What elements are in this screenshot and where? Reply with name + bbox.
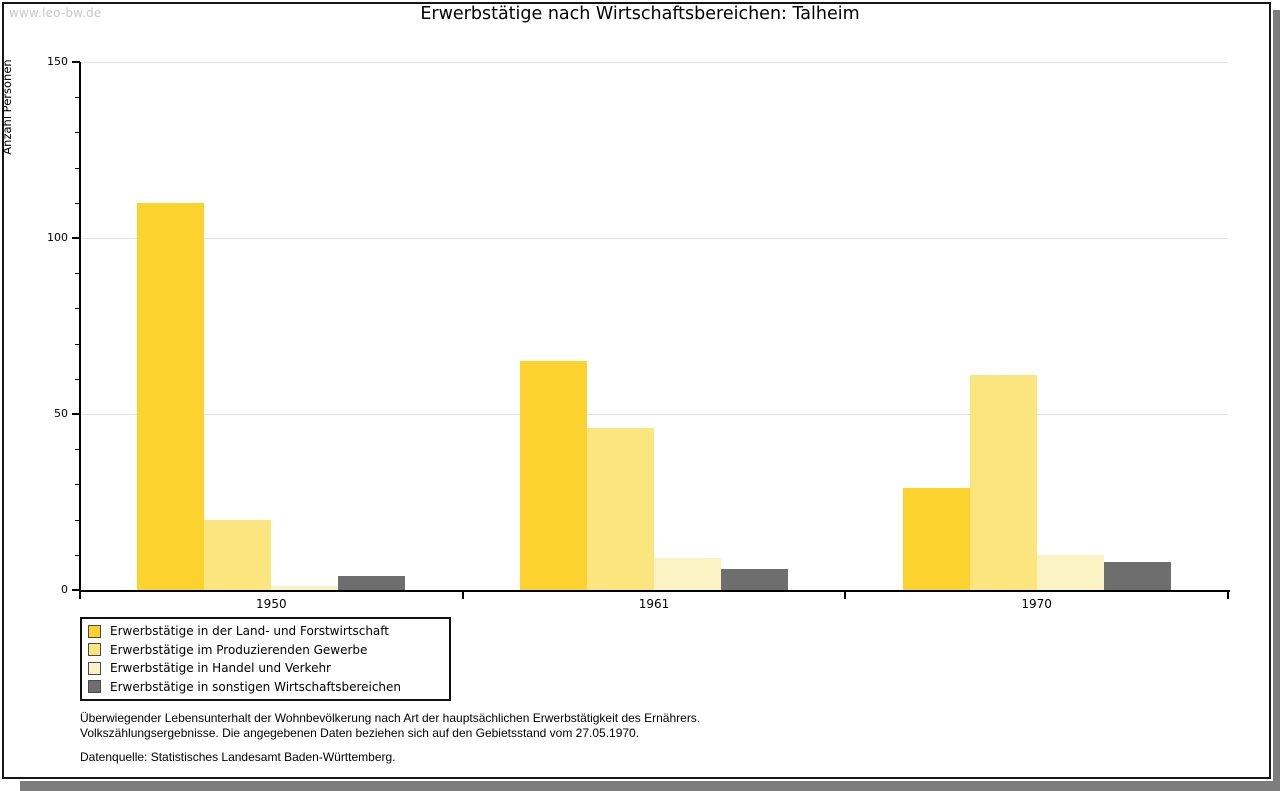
legend-label: Erwerbstätige in sonstigen Wirtschaftsbe… xyxy=(110,679,402,694)
y-tick-minor xyxy=(75,167,80,169)
bar-series3-1970 xyxy=(1036,554,1104,590)
x-tick xyxy=(1227,592,1229,599)
y-tick-label: 50 xyxy=(54,407,68,420)
legend-item-1: Erwerbstätige in der Land- und Forstwirt… xyxy=(88,622,443,641)
y-axis-label: Anzahl Personen xyxy=(0,59,14,155)
watermark: www.leo-bw.de xyxy=(9,6,102,20)
bar-series3-1961 xyxy=(654,558,721,590)
bar-series1-1970 xyxy=(902,487,970,590)
footnote-line-1: Überwiegender Lebensunterhalt der Wohnbe… xyxy=(80,711,701,725)
footnote: Überwiegender Lebensunterhalt der Wohnbe… xyxy=(80,711,980,741)
gridline-50 xyxy=(81,414,1228,415)
data-source: Datenquelle: Statistisches Landesamt Bad… xyxy=(80,750,396,764)
bar-series4-1950 xyxy=(338,575,406,590)
x-tick xyxy=(79,592,81,599)
y-tick-minor xyxy=(75,132,80,134)
x-category-label: 1961 xyxy=(638,597,670,611)
x-tick xyxy=(844,592,847,599)
legend-swatch-icon xyxy=(88,680,101,694)
y-tick-minor xyxy=(75,378,80,380)
bar-series1-1950 xyxy=(137,202,205,590)
legend-label: Erwerbstätige im Produzierenden Gewerbe xyxy=(110,642,368,657)
y-tick-minor xyxy=(75,273,80,275)
chart-title: Erwerbstätige nach Wirtschaftsbereichen:… xyxy=(420,4,860,24)
y-tick-major xyxy=(72,237,80,239)
legend-label: Erwerbstätige in der Land- und Forstwirt… xyxy=(110,624,389,639)
y-tick-major xyxy=(72,589,80,591)
x-axis-line xyxy=(79,590,1230,592)
legend: Erwerbstätige in der Land- und Forstwirt… xyxy=(80,617,451,701)
legend-swatch-icon xyxy=(88,624,101,638)
y-tick-major xyxy=(72,413,80,415)
bar-series3-1950 xyxy=(271,586,339,590)
legend-item-3: Erwerbstätige in Handel und Verkehr xyxy=(88,659,443,678)
y-tick-minor xyxy=(75,202,80,204)
legend-label: Erwerbstätige in Handel und Verkehr xyxy=(110,661,331,676)
legend-item-4: Erwerbstätige in sonstigen Wirtschaftsbe… xyxy=(88,678,443,697)
y-tick-minor xyxy=(75,449,80,451)
legend-swatch-icon xyxy=(88,643,101,657)
frame-shadow-bottom xyxy=(20,781,1273,791)
x-category-label: 1970 xyxy=(1021,597,1052,611)
bar-series2-1970 xyxy=(969,375,1037,590)
x-tick xyxy=(461,592,464,599)
frame-shadow-right xyxy=(1273,10,1280,791)
y-tick-minor xyxy=(75,97,80,99)
bar-series2-1961 xyxy=(587,428,654,590)
footnote-line-2: Volkszählungsergebnisse. Die angegebenen… xyxy=(80,726,640,740)
y-tick-minor xyxy=(75,484,80,486)
gridline-100 xyxy=(81,238,1228,239)
y-tick-label: 0 xyxy=(61,583,68,596)
bar-series4-1961 xyxy=(721,568,788,590)
y-axis-line xyxy=(79,62,81,592)
y-tick-major xyxy=(72,61,80,63)
bar-series2-1950 xyxy=(204,519,272,590)
y-tick-minor xyxy=(75,554,80,556)
y-tick-label: 150 xyxy=(47,55,68,68)
bar-series4-1970 xyxy=(1103,561,1171,590)
y-tick-minor xyxy=(75,308,80,310)
y-tick-minor xyxy=(75,343,80,345)
legend-item-2: Erwerbstätige im Produzierenden Gewerbe xyxy=(88,641,443,660)
x-category-label: 1950 xyxy=(256,597,287,611)
y-tick-label: 100 xyxy=(47,231,68,244)
gridline-150 xyxy=(81,62,1228,63)
bar-series1-1961 xyxy=(520,361,587,590)
legend-swatch-icon xyxy=(88,661,101,675)
y-tick-minor xyxy=(75,519,80,521)
